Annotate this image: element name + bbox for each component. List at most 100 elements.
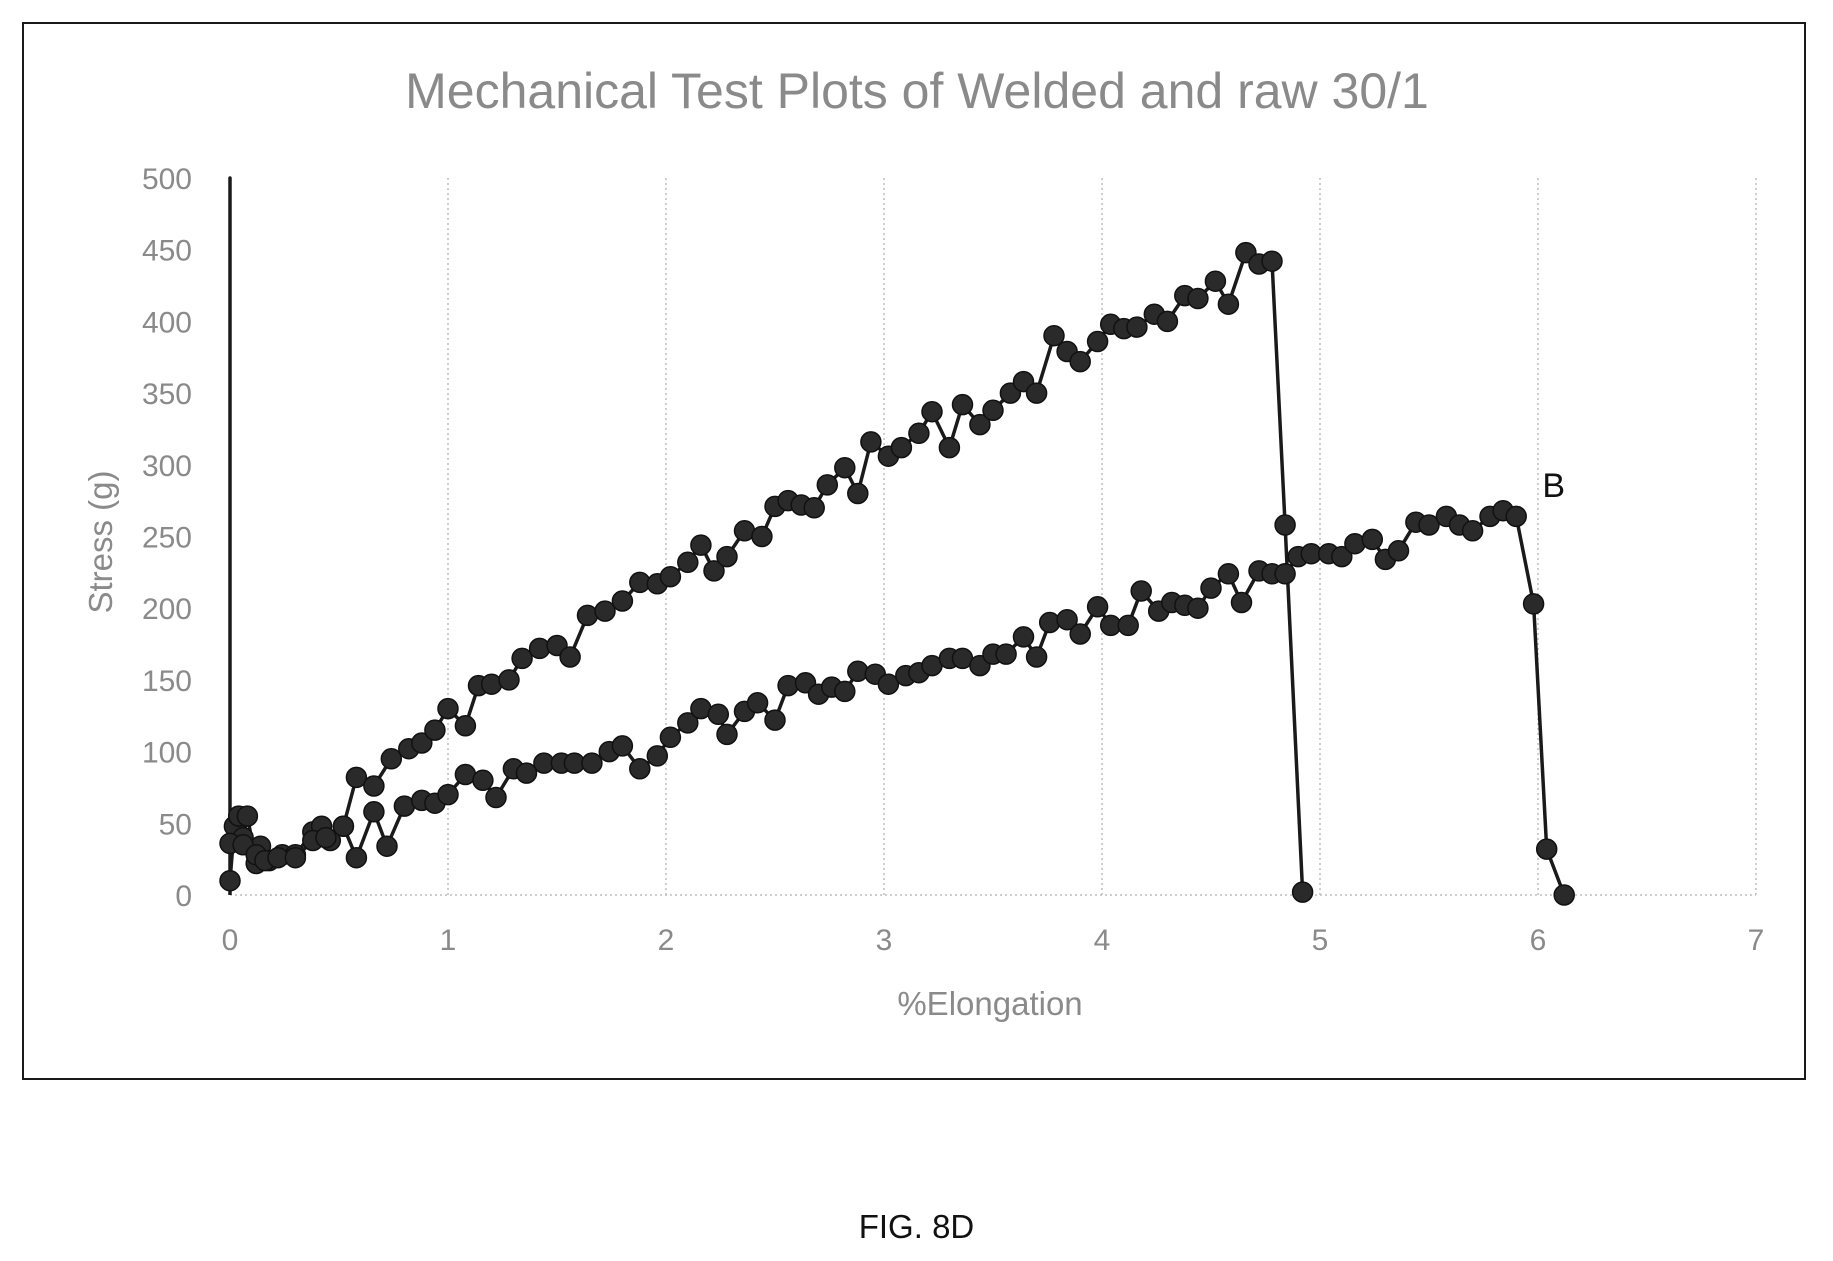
series-2-point: [677, 712, 699, 734]
y-tick-label-250: 250: [142, 522, 192, 555]
series-2-point: [1217, 563, 1240, 585]
y-tick-label-350: 350: [142, 378, 192, 411]
series-1-point: [659, 565, 682, 588]
y-tick-label-50: 50: [159, 808, 192, 841]
series-2-point: [659, 726, 682, 749]
series-2-point: [707, 703, 730, 726]
x-tick-label-1: 1: [440, 924, 457, 957]
series-1-point: [611, 590, 634, 612]
series-2-point: [437, 783, 459, 806]
series-2-point: [716, 723, 738, 746]
y-tick-label-0: 0: [175, 880, 192, 913]
series-1-point: [511, 647, 533, 670]
y-tick-label-100: 100: [142, 737, 192, 770]
series-1-point: [1274, 514, 1296, 536]
y-tick-label-150: 150: [142, 665, 192, 698]
series-1-point: [716, 545, 738, 568]
label-layer: %Elongation Stress (g) B: [82, 467, 1565, 1022]
series-2-point: [1361, 528, 1384, 551]
series-1-point: [1043, 324, 1065, 347]
series-2-point: [1038, 611, 1061, 634]
series-1-point: [1025, 382, 1048, 404]
series-2-line: [229, 508, 1566, 896]
series-2-point: [1130, 580, 1152, 602]
series-2-point: [646, 745, 669, 767]
x-tick-label-4: 4: [1094, 924, 1111, 957]
series-1-point: [1086, 330, 1109, 353]
x-axis-label: %Elongation: [897, 985, 1082, 1022]
series-2-point: [345, 846, 368, 869]
series-2-point: [315, 826, 337, 849]
series-2-point: [1187, 597, 1209, 619]
series-1-point: [1156, 310, 1179, 333]
series-1-point: [236, 805, 259, 827]
series-2-point: [485, 786, 507, 809]
series-2-point: [995, 643, 1017, 665]
series-1-point: [751, 525, 773, 548]
series-1-point: [559, 646, 581, 668]
series-1-point: [938, 436, 961, 459]
series-2-point: [472, 769, 494, 792]
x-tick-label-7: 7: [1748, 924, 1765, 957]
y-tick-label-200: 200: [142, 593, 192, 626]
series-1-point: [677, 551, 699, 574]
series-1-point: [803, 497, 825, 519]
series-2-point: [1387, 540, 1410, 562]
x-tick-label-5: 5: [1312, 924, 1329, 957]
series-1-point: [1126, 316, 1148, 338]
series-layer: [219, 176, 1575, 906]
figure-caption: FIG. 8D: [858, 1208, 975, 1245]
series-1-point: [219, 869, 241, 892]
series-1-point: [576, 604, 599, 627]
series-1-point: [908, 422, 930, 445]
series-1-point: [411, 732, 433, 754]
series-2-point: [1025, 646, 1048, 668]
series-2-point: [1200, 577, 1222, 599]
series-1-point: [890, 436, 913, 459]
series-2-point: [515, 762, 538, 784]
series-1-point: [1217, 293, 1240, 315]
y-axis-label: Stress (g): [82, 470, 119, 613]
series-1-point: [437, 697, 459, 720]
series-1-point: [834, 456, 856, 479]
series-2-point: [1012, 626, 1035, 648]
x-tick-label-0: 0: [222, 924, 239, 957]
series-2-point: [1274, 563, 1296, 585]
series-1-point: [594, 600, 616, 622]
series-1-point: [528, 637, 551, 660]
chart-title: Mechanical Test Plots of Welded and raw …: [405, 63, 1429, 119]
series-2-point: [1418, 514, 1440, 536]
x-tick-label-3: 3: [876, 924, 893, 957]
series-1-point: [921, 400, 943, 423]
series-2-point: [834, 680, 856, 703]
series-2-point: [1056, 608, 1078, 631]
series-1-point: [860, 431, 882, 453]
series-2-point: [1086, 596, 1109, 618]
y-tick-label-500: 500: [142, 163, 192, 196]
series-1-point: [345, 766, 368, 789]
y-tick-label-400: 400: [142, 306, 192, 339]
series-2-point: [332, 815, 355, 837]
series-1-point: [703, 560, 725, 582]
series-1-point: [1261, 250, 1283, 272]
series-1-point: [380, 748, 403, 770]
series-2-point: [581, 752, 603, 774]
series-2-point: [284, 846, 307, 869]
series-2-point: [363, 801, 385, 823]
series-1-point: [498, 669, 520, 691]
series-2-point: [1535, 838, 1558, 860]
axis-layer: 0 1 2 3 4 5 6 7 0 50 100 150 200 250 300 350 400 450 500: [142, 163, 1764, 957]
series-1-point: [454, 715, 477, 737]
series-1-point: [1187, 287, 1209, 310]
series-2-point: [1505, 505, 1527, 528]
series-1-point: [1291, 881, 1314, 903]
series-2-point: [611, 735, 634, 757]
series-2-point: [764, 709, 786, 731]
series-2-point: [1461, 520, 1484, 542]
annotation-label-B: B: [1542, 467, 1565, 505]
series-2-point: [1553, 884, 1575, 906]
series-2-point: [629, 758, 651, 780]
series-2-point: [877, 673, 900, 695]
series-1-point: [816, 474, 839, 496]
